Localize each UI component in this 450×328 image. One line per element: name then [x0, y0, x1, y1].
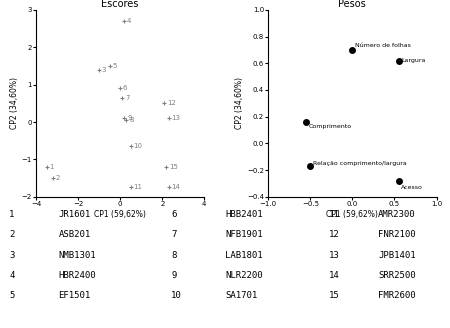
Text: 5: 5 — [112, 63, 117, 69]
Title: Escores: Escores — [101, 0, 139, 9]
Text: 5: 5 — [9, 291, 14, 300]
Text: 8: 8 — [171, 251, 176, 259]
Text: 2: 2 — [9, 230, 14, 239]
Text: Largura: Largura — [401, 58, 426, 63]
Text: ASB201: ASB201 — [58, 230, 91, 239]
Text: Número de folhas: Número de folhas — [355, 43, 411, 49]
Text: 15: 15 — [169, 164, 178, 170]
Text: SA1701: SA1701 — [225, 291, 257, 300]
Text: Comprimento: Comprimento — [309, 124, 352, 129]
Text: 14: 14 — [328, 271, 339, 280]
Text: JR1601: JR1601 — [58, 210, 91, 219]
Y-axis label: CP2 (34,60%): CP2 (34,60%) — [10, 77, 19, 129]
Text: 10: 10 — [133, 143, 142, 149]
Text: JPB1401: JPB1401 — [378, 251, 416, 259]
Text: EF1501: EF1501 — [58, 291, 91, 300]
Text: 10: 10 — [171, 291, 182, 300]
Text: 7: 7 — [125, 95, 130, 101]
Text: AMR2300: AMR2300 — [378, 210, 416, 219]
Text: 1: 1 — [49, 164, 54, 170]
Text: 14: 14 — [171, 184, 180, 191]
Y-axis label: CP2 (34,60%): CP2 (34,60%) — [235, 77, 244, 129]
Text: SRR2500: SRR2500 — [378, 271, 416, 280]
Text: 7: 7 — [171, 230, 176, 239]
Text: 1: 1 — [9, 210, 14, 219]
Text: HBR2400: HBR2400 — [58, 271, 96, 280]
Text: FMR2600: FMR2600 — [378, 291, 416, 300]
Text: 9: 9 — [127, 115, 131, 121]
Text: 6: 6 — [171, 210, 176, 219]
Text: 11: 11 — [328, 210, 339, 219]
Text: 3: 3 — [102, 67, 106, 73]
Text: Relação comprimento/largura: Relação comprimento/largura — [313, 161, 406, 166]
Title: Pesos: Pesos — [338, 0, 366, 9]
Text: 6: 6 — [123, 85, 127, 92]
X-axis label: CP1 (59,62%): CP1 (59,62%) — [326, 210, 378, 219]
Text: HBB2401: HBB2401 — [225, 210, 263, 219]
Text: 11: 11 — [133, 184, 142, 191]
Text: NMB1301: NMB1301 — [58, 251, 96, 259]
Text: 4: 4 — [127, 18, 131, 24]
Text: NFB1901: NFB1901 — [225, 230, 263, 239]
Text: 15: 15 — [328, 291, 339, 300]
Text: NLR2200: NLR2200 — [225, 271, 263, 280]
Text: 13: 13 — [328, 251, 339, 259]
Text: LAB1801: LAB1801 — [225, 251, 263, 259]
Text: 8: 8 — [129, 117, 134, 123]
Text: 4: 4 — [9, 271, 14, 280]
Text: 3: 3 — [9, 251, 14, 259]
Text: 13: 13 — [171, 115, 180, 121]
Text: 2: 2 — [55, 175, 60, 181]
Text: Acesso: Acesso — [401, 185, 423, 190]
X-axis label: CP1 (59,62%): CP1 (59,62%) — [94, 210, 146, 219]
Text: 9: 9 — [171, 271, 176, 280]
Text: FNR2100: FNR2100 — [378, 230, 416, 239]
Text: 12: 12 — [328, 230, 339, 239]
Text: 12: 12 — [167, 100, 176, 106]
